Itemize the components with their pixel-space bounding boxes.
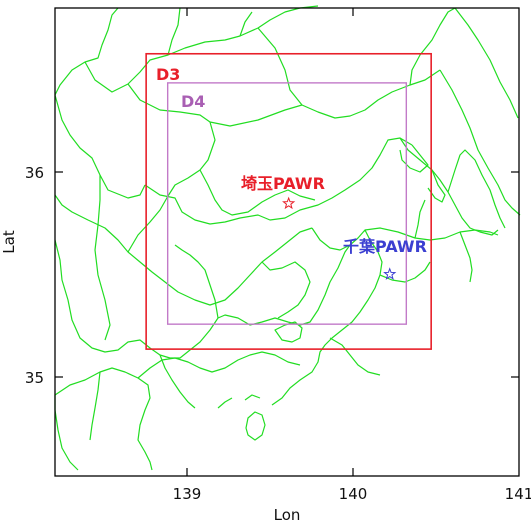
x-tick-label-139: 139 bbox=[173, 485, 202, 503]
y-axis-title: Lat bbox=[0, 230, 18, 254]
y-tick-label-36: 36 bbox=[25, 164, 44, 182]
saitama-radar-label: 埼玉PAWR bbox=[241, 174, 325, 193]
domain-d4-box bbox=[166, 82, 408, 325]
x-tick-label-141: 141 bbox=[505, 485, 531, 503]
domain-d3-label: D3 bbox=[156, 65, 180, 84]
y-tick-label-35: 35 bbox=[25, 369, 44, 387]
axis-ticks bbox=[55, 8, 519, 476]
coastline-boundaries bbox=[54, 5, 521, 471]
domain-d4-label: D4 bbox=[181, 92, 205, 111]
plot-frame bbox=[54, 7, 520, 477]
chiba-radar-star-icon bbox=[383, 267, 397, 280]
x-tick-label-140: 140 bbox=[339, 485, 368, 503]
saitama-radar-star-icon bbox=[282, 196, 296, 210]
chiba-radar-label: 千葉PAWR bbox=[343, 237, 427, 256]
x-axis-title: Lon bbox=[274, 506, 301, 523]
domain-d3-box bbox=[145, 52, 432, 350]
